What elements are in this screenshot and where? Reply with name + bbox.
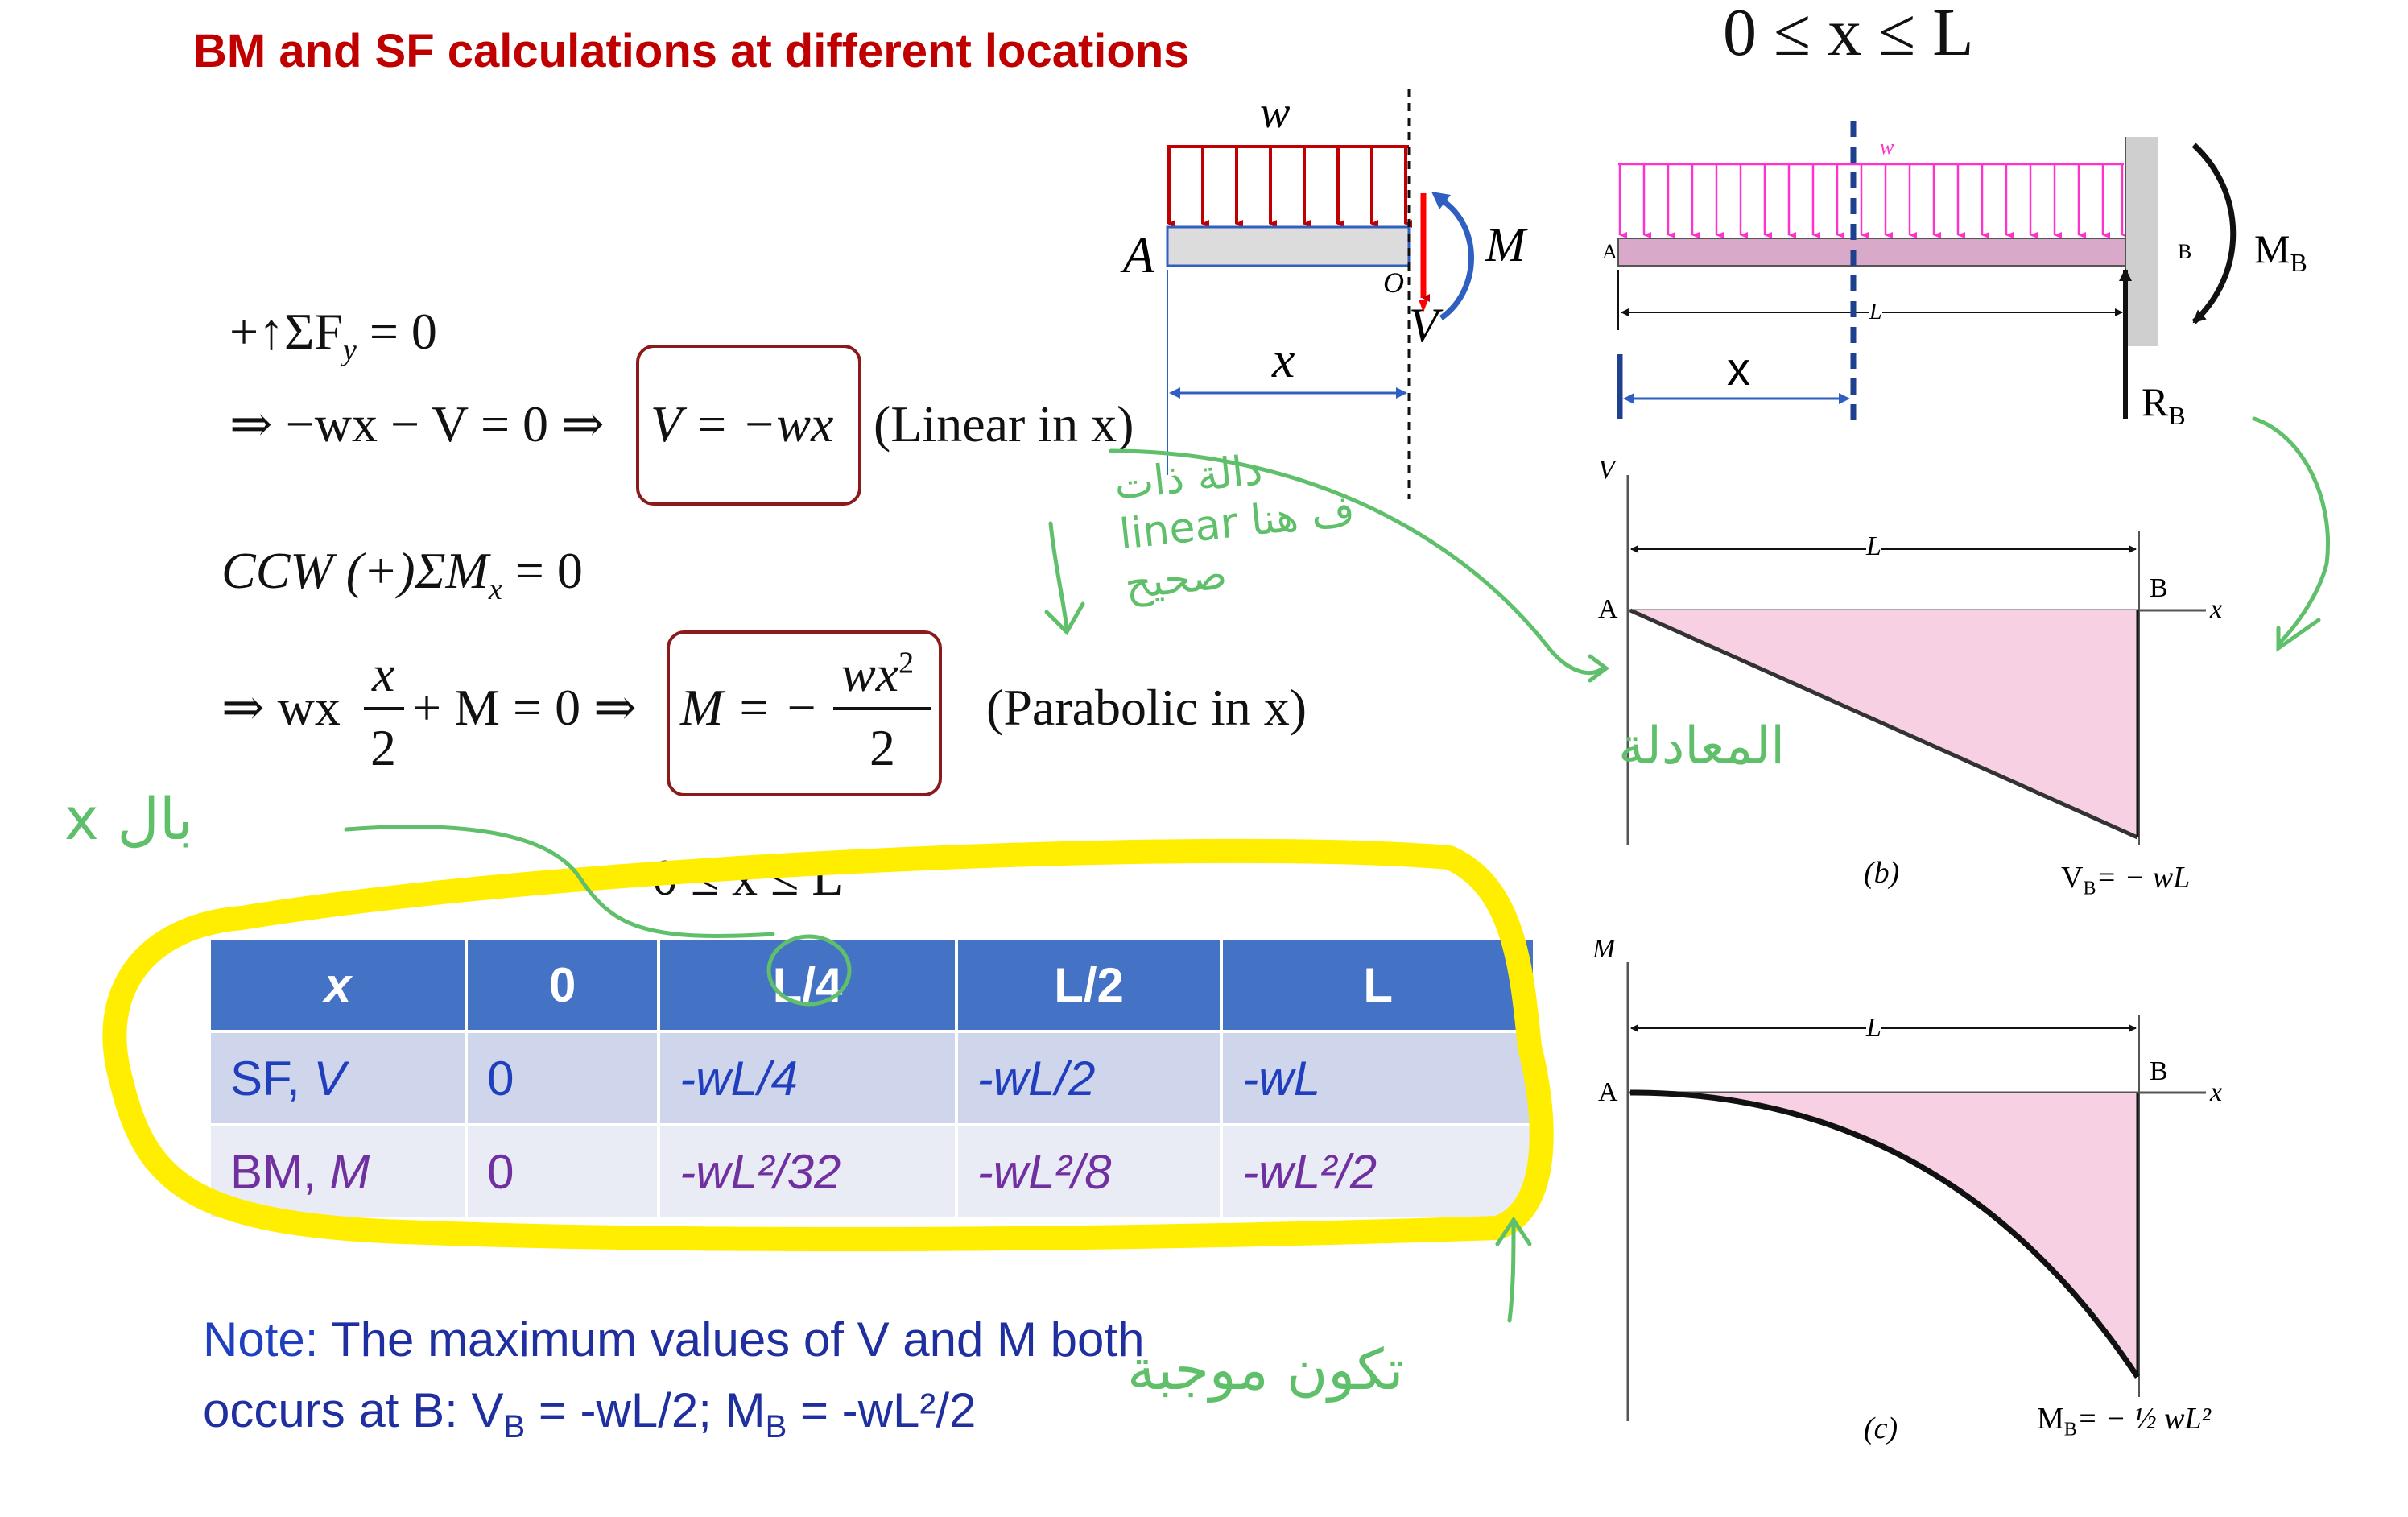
yellow-highlight <box>102 838 1554 1252</box>
moment-curve <box>1629 1089 2140 1379</box>
sum-fy-equation: +↑ΣFy = 0 <box>229 303 437 367</box>
range-label-top: 0 ≤ x ≤ L <box>1723 0 1974 70</box>
small-beam-m-label: M <box>1485 218 1526 271</box>
table-header-0: 0 <box>465 936 661 1033</box>
table-header-l: L <box>1220 936 1536 1033</box>
moment-equation-start: ⇒ wx <box>221 679 341 736</box>
note-text: Note: The maximum values of V and M both… <box>203 1312 1145 1445</box>
cantilever-a-label: A <box>1602 240 1617 263</box>
shear-b-label: B <box>2150 573 2168 603</box>
moment-result-den: 2 <box>869 719 895 776</box>
small-beam-load-label: w <box>1260 88 1291 138</box>
shear-equation: ⇒ −wx − V = 0 ⇒ <box>229 395 605 454</box>
small-beam-a-label: A <box>1123 226 1155 283</box>
table-row-label: BM, M <box>207 1123 469 1220</box>
table-cell: 0 <box>465 1123 661 1220</box>
moment-result-num: wx2 <box>841 645 915 702</box>
table-cell: -wL <box>1220 1030 1536 1126</box>
shear-caption: (b) <box>1864 856 1900 890</box>
moment-result-box <box>667 630 942 796</box>
handwritten-x-word: x بال <box>64 785 193 853</box>
moment-frac-den: 2 <box>370 719 396 776</box>
cantilever-moment-label: MB <box>2254 226 2307 277</box>
cantilever-diagram <box>1617 121 2237 427</box>
table-cell: 0 <box>465 1030 661 1126</box>
shear-result-box <box>636 345 861 506</box>
shear-l-label: L <box>1866 531 1881 562</box>
results-table: x 0 L/4 L/2 L SF, V 0 -wL/4 -wL/2 -wL BM… <box>207 936 1536 1220</box>
shear-result: V = −wx <box>651 395 834 453</box>
table-cell: -wL/2 <box>954 1030 1224 1126</box>
small-beam-x-label: x <box>1272 331 1295 388</box>
moment-x-label: x <box>2210 1077 2223 1107</box>
table-header-x: x <box>207 936 469 1033</box>
beam-segment <box>1166 225 1411 267</box>
page-title: BM and SF calculations at different loca… <box>193 25 1190 77</box>
handwritten-equation-word: المعادلة <box>1618 717 1785 776</box>
shear-x-label: x <box>2210 594 2223 624</box>
table-header-l4: L/4 <box>657 936 958 1033</box>
shear-a-label: A <box>1598 594 1618 624</box>
table-row: BM, M 0 -wL²/32 -wL²/8 -wL²/2 <box>207 1123 1536 1220</box>
cantilever-reaction-label: RB <box>2142 379 2186 430</box>
small-beam-o-label: O <box>1383 267 1404 299</box>
fixed-wall <box>2125 137 2158 346</box>
table-cell: -wL²/8 <box>954 1123 1224 1220</box>
table-cell: -wL²/32 <box>657 1123 958 1220</box>
moment-equation-mid: + M = 0 ⇒ <box>412 679 637 736</box>
moment-l-label: L <box>1866 1013 1881 1044</box>
handwritten-linear-note: دالة ذات linear ف هنا صحيح <box>1112 445 1357 610</box>
cantilever-l-label: L <box>1869 300 1882 325</box>
shear-diagram <box>1626 475 2206 845</box>
table-header-row: x 0 L/4 L/2 L <box>207 936 1536 1033</box>
shear-axis-label: V <box>1598 455 1615 485</box>
table-row: SF, V 0 -wL/4 -wL/2 -wL <box>207 1030 1536 1126</box>
moment-note: (Parabolic in x) <box>986 679 1307 736</box>
moment-axis-label: M <box>1592 934 1616 964</box>
moment-caption: (c) <box>1864 1412 1898 1445</box>
handwritten-negative-word: تكون موجبة <box>1127 1337 1404 1403</box>
table-cell: -wL/4 <box>657 1030 958 1126</box>
cantilever-b-label: B <box>2178 240 2192 263</box>
distributed-load-arrows <box>1167 145 1412 228</box>
cantilever-x-label: x <box>1727 343 1750 395</box>
moment-diagram <box>1626 962 2206 1421</box>
shear-equation-start: ⇒ −wx − V = 0 ⇒ <box>229 395 605 453</box>
moment-a-label: A <box>1598 1077 1618 1107</box>
shear-value-label: VB= − wL <box>2061 861 2191 899</box>
moment-result-lhs: M = − <box>680 679 819 736</box>
table-row-label: SF, V <box>207 1030 469 1126</box>
moment-sum-equation: CCW (+)ΣMx = 0 <box>221 542 583 606</box>
moment-result-line <box>833 707 931 710</box>
cantilever-beam <box>1617 238 2126 267</box>
moment-frac-num: x <box>372 645 395 702</box>
pink-load-arrows <box>1618 163 2129 238</box>
table-header-l2: L/2 <box>954 936 1224 1033</box>
shear-note: (Linear in x) <box>874 395 1134 453</box>
moment-b-label: B <box>2150 1056 2168 1086</box>
small-beam-v-label: V <box>1409 299 1439 352</box>
moment-value-label: MB= − ½ wL² <box>2037 1402 2211 1441</box>
cantilever-load-label: w <box>1880 135 1894 159</box>
reaction-moment-arc <box>2191 143 2237 324</box>
moment-frac-line <box>364 707 404 710</box>
shear-line <box>1629 608 2139 840</box>
table-cell: -wL²/2 <box>1220 1123 1536 1220</box>
small-beam-diagram <box>1166 89 1474 499</box>
moment-arc <box>1439 197 1474 320</box>
moment-area <box>1630 1093 2137 1377</box>
